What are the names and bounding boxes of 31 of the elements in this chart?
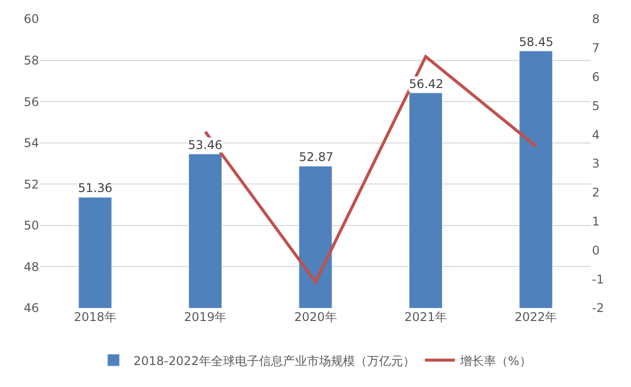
y-tick-label: 54 — [24, 136, 39, 150]
data-label: 56.42 — [409, 77, 444, 91]
data-label: 52.87 — [299, 150, 334, 164]
y2-tick-label: 8 — [592, 12, 600, 26]
y2-tick-label: 7 — [592, 41, 600, 56]
y2-tick-label: -2 — [592, 301, 604, 316]
y-tick-label: 60 — [24, 12, 39, 26]
legend-label: 2018-2022年全球电子信息产业市场规模（万亿元） — [134, 354, 415, 368]
y2-tick-label: 6 — [592, 70, 600, 84]
x-tick-label: 2019年 — [184, 310, 227, 324]
y2-tick-label: 3 — [592, 156, 600, 171]
y-tick-label: 50 — [24, 218, 39, 233]
y-tick-label: 56 — [24, 94, 39, 109]
y2-tick-label: 0 — [592, 243, 600, 258]
y2-tick-label: -1 — [592, 272, 604, 286]
y2-tick-label: 2 — [592, 186, 600, 200]
data-label: 58.45 — [519, 35, 554, 49]
x-tick-label: 2018年 — [74, 310, 116, 324]
x-tick-label: 2022年 — [514, 310, 558, 324]
data-label: 53.46 — [188, 138, 222, 152]
y2-tick-label: 5 — [592, 98, 600, 113]
legend-label: 增长率（%） — [458, 354, 532, 368]
data-label: 51.36 — [78, 181, 112, 195]
y-tick-label: 52 — [24, 177, 39, 192]
y-tick-label: 48 — [24, 260, 39, 274]
x-tick-label: 2020年 — [294, 310, 337, 324]
x-tick-label: 2021年 — [404, 310, 447, 324]
y2-tick-label: 4 — [592, 128, 600, 142]
y2-tick-label: 1 — [592, 214, 600, 228]
y-tick-label: 46 — [24, 301, 39, 316]
y-tick-label: 58 — [24, 53, 39, 68]
